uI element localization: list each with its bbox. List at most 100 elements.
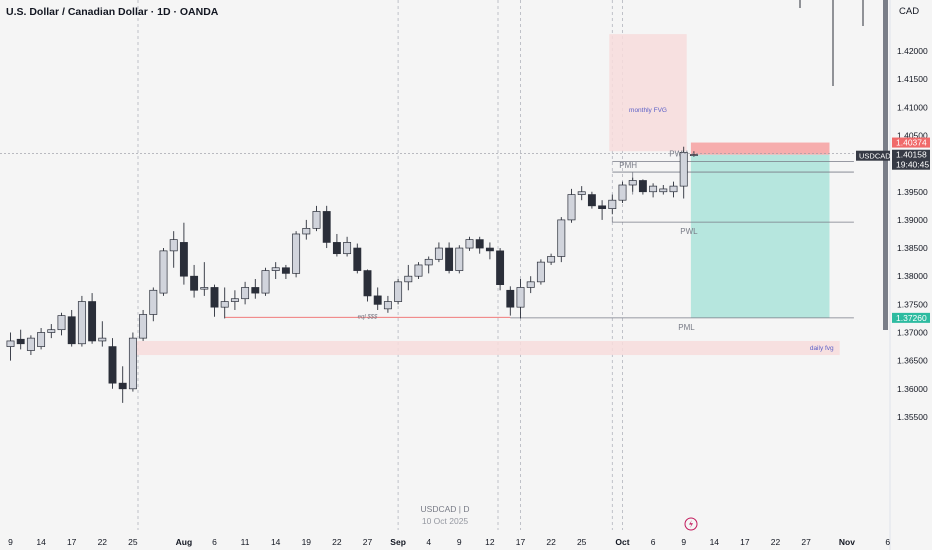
candle-body [424,258,433,266]
x-tick-label: 19 [302,537,312,547]
price-scale-scrollbar[interactable] [883,0,888,330]
x-tick-label: 22 [332,537,342,547]
x-tick-label: 27 [363,537,373,547]
symbol-tag: USDCAD [859,152,891,161]
zone-target [690,154,830,318]
x-tick-label: 14 [271,537,281,547]
candle-body [251,287,260,294]
candle-body [302,227,311,235]
x-tick-label: Oct [615,537,629,547]
x-tick-label: 6 [885,537,890,547]
candle-body [496,250,505,285]
price-tag-value: 1.40158 [896,150,927,160]
y-tick-label: 1.42000 [897,46,928,56]
level-label: PWL [680,227,698,236]
zones-layer: monthly FVG daily fvg [129,34,840,356]
y-tick-label: 1.36500 [897,356,928,366]
x-tick-label: 14 [710,537,720,547]
x-tick-label: 4 [426,537,431,547]
price-axis-background [890,0,932,550]
candle-body [108,346,117,384]
y-tick-label: 1.40500 [897,130,928,140]
levels-layer: PWH PMH PWL PML eql $$$ [224,149,854,332]
candle-body [210,287,219,308]
candle-body [434,247,443,260]
candle-body [547,256,556,263]
candle-body [587,194,596,207]
y-tick-label: 1.37000 [897,328,928,338]
candle-body [659,188,668,193]
candle-body [414,264,423,277]
price-crosshair [0,0,890,154]
x-tick-label: 17 [67,537,77,547]
candle-body [220,301,229,308]
candle-body [445,247,454,271]
candle-body [577,191,586,195]
price-tag-bg [892,312,930,323]
x-tick-label: 17 [516,537,526,547]
y-tick-label: 1.39500 [897,187,928,197]
chart-title: U.S. Dollar / Canadian Dollar · 1D · OAN… [6,6,219,18]
level-label: PML [678,323,695,332]
watermark-symbol: USDCAD | D [421,504,470,514]
candle-body [159,250,168,294]
candle-body [394,281,403,302]
candle-body [88,301,97,342]
candle-body [190,275,199,291]
candle-body [485,247,494,252]
x-tick-label: 27 [801,537,811,547]
candle-body [516,287,525,308]
candle-body [598,205,607,209]
candle-body [526,281,535,288]
y-tick-label: 1.38500 [897,243,928,253]
candle-body [322,211,331,243]
currency-label[interactable]: CAD [899,6,919,17]
x-tick-label: 12 [485,537,495,547]
candle-body [332,242,341,255]
candle-body [312,211,321,229]
lightning-icon[interactable] [684,517,698,531]
candle-body [455,247,464,271]
candles-layer[interactable] [6,146,698,403]
x-tick-label: 22 [98,537,108,547]
price-tag-bg [892,137,930,148]
candle-body [628,180,637,186]
candle-body [689,154,698,156]
x-tick-label: 25 [128,537,138,547]
candle-body [353,247,362,271]
symbol-tag-bg [856,150,890,161]
candle-body [373,295,382,305]
candle-body [118,382,127,390]
y-tick-label: 1.36000 [897,384,928,394]
time-axis: 9 14 17 22 25 Aug 6 11 14 19 22 27 Sep 4 9 12 17 22 25 Oct 6… [8,537,890,547]
candle-body [128,337,137,390]
candle-body [57,315,66,331]
candle-body [149,289,158,315]
candle-body [475,239,484,249]
price-tags: 1.403741.401791.4015819:40:45USDCAD1.372… [856,137,930,323]
x-tick-label: 11 [241,537,250,547]
candle-body [292,233,301,274]
x-tick-label: Nov [839,537,855,547]
x-tick-label: 9 [457,537,462,547]
candle-body [26,337,35,351]
y-tick-label: 1.39000 [897,215,928,225]
candle-body [16,338,25,345]
candle-body [230,298,239,302]
y-tick-label: 1.38000 [897,271,928,281]
level-label: PWH [669,149,688,158]
price-tag-bg [892,149,930,170]
candle-body [6,340,15,347]
watermark-date: 10 Oct 2025 [422,516,469,526]
x-tick-label: 9 [8,537,13,547]
candle-body [47,329,56,333]
candle-body [139,314,148,339]
x-tick-label: 14 [36,537,46,547]
price-tag-value: 1.40374 [896,138,927,148]
candle-body [649,185,658,193]
y-tick-label: 1.41000 [897,102,928,112]
x-tick-label: 6 [212,537,217,547]
candle-body [98,337,107,342]
candle-body [536,261,545,283]
